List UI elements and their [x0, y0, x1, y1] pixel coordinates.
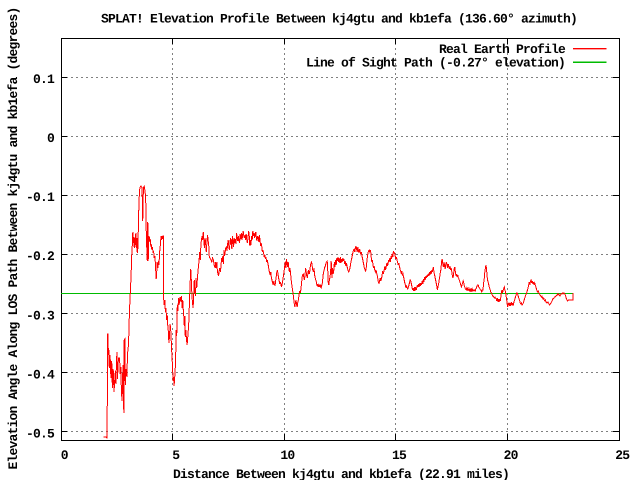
- svg-text:15: 15: [392, 448, 407, 463]
- svg-text:-0.5: -0.5: [26, 426, 55, 441]
- svg-text:5: 5: [172, 448, 180, 463]
- svg-text:-0.2: -0.2: [26, 249, 55, 264]
- svg-text:-0.3: -0.3: [26, 308, 55, 323]
- svg-text:25: 25: [615, 448, 630, 463]
- svg-text:SPLAT! Elevation Profile Betwe: SPLAT! Elevation Profile Between kj4gtu …: [101, 12, 577, 27]
- svg-text:Line of Sight Path (-0.27° ele: Line of Sight Path (-0.27° elevation): [306, 56, 565, 71]
- svg-text:-0.1: -0.1: [26, 190, 55, 205]
- svg-text:0.1: 0.1: [33, 72, 55, 87]
- svg-text:Real Earth Profile: Real Earth Profile: [439, 42, 566, 57]
- svg-text:10: 10: [280, 448, 295, 463]
- svg-text:20: 20: [504, 448, 519, 463]
- svg-text:Elevation Angle Along LOS Path: Elevation Angle Along LOS Path Between k…: [6, 7, 21, 469]
- svg-text:-0.4: -0.4: [26, 367, 55, 382]
- svg-text:0: 0: [61, 448, 69, 463]
- svg-text:0: 0: [47, 131, 55, 146]
- svg-text:Distance Between kj4gtu and kb: Distance Between kj4gtu and kb1efa (22.9…: [173, 467, 509, 480]
